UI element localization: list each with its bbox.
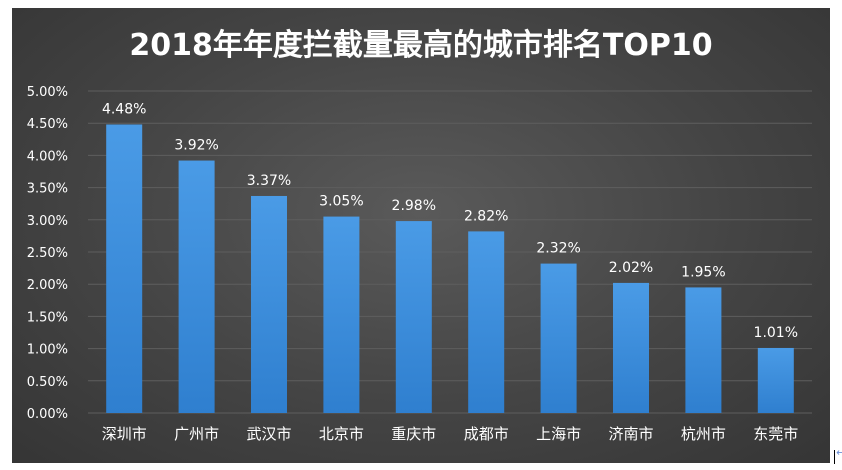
y-tick-label: 0.50% xyxy=(27,375,68,390)
data-label: 2.82% xyxy=(464,208,508,224)
y-tick-label: 2.50% xyxy=(27,246,68,261)
y-tick-label: 2.00% xyxy=(27,278,68,293)
x-tick-label: 武汉市 xyxy=(246,425,291,443)
data-label: 3.05% xyxy=(319,194,363,210)
bars xyxy=(106,124,794,413)
y-tick-label: 1.50% xyxy=(27,310,68,325)
bar xyxy=(251,195,287,413)
data-label: 2.98% xyxy=(392,198,436,214)
bar xyxy=(323,216,360,413)
data-labels: 4.48% 3.92% 3.37% 3.05% 2.98% 2.82% 2.32% 2.02%… xyxy=(102,101,798,340)
bar xyxy=(757,347,794,413)
y-axis-ticks: 0.00% 0.50% 1.00% 1.50% 2.00% 2.50% 3.00% 3.50%… xyxy=(27,85,68,422)
data-label: 3.92% xyxy=(174,138,218,154)
data-label: 1.01% xyxy=(754,325,798,341)
data-label: 3.37% xyxy=(247,173,291,189)
x-tick-label: 上海市 xyxy=(536,425,581,443)
data-label: 2.02% xyxy=(609,260,653,276)
data-label: 2.32% xyxy=(536,241,580,257)
x-axis-ticks: 深圳市 广州市 武汉市 北京市 重庆市 成都市 上海市 济南市 杭州市 东莞市 xyxy=(102,425,799,443)
y-tick-label: 4.00% xyxy=(27,149,68,164)
y-tick-label: 1.00% xyxy=(27,343,68,358)
x-tick-label: 济南市 xyxy=(608,425,653,443)
bar xyxy=(468,231,505,413)
data-label: 4.48% xyxy=(102,101,146,117)
bar xyxy=(685,287,722,413)
x-tick-label: 东莞市 xyxy=(753,425,798,443)
x-tick-label: 深圳市 xyxy=(102,425,147,443)
chart-title: 2018年年度拦截量最高的城市排名TOP10 xyxy=(129,28,713,63)
bar xyxy=(395,221,432,413)
return-mark-icon: ↵ xyxy=(836,446,842,459)
y-tick-label: 3.50% xyxy=(27,182,68,197)
data-label: 1.95% xyxy=(681,264,725,280)
bar-chart: 0.00% 0.50% 1.00% 1.50% 2.00% 2.50% 3.00% 3.50%… xyxy=(27,85,812,443)
x-tick-label: 杭州市 xyxy=(681,425,726,443)
y-tick-label: 4.50% xyxy=(27,117,68,132)
text-cursor xyxy=(834,450,835,464)
x-tick-label: 重庆市 xyxy=(391,425,436,443)
bar xyxy=(540,263,577,413)
x-tick-label: 广州市 xyxy=(174,425,219,443)
bar xyxy=(613,282,649,413)
x-tick-label: 北京市 xyxy=(319,425,364,443)
chart-panel: 2018年年度拦截量最高的城市排名TOP10 0.00% 0.50% 1.00% 1.… xyxy=(12,8,830,463)
y-tick-label: 5.00% xyxy=(27,85,68,100)
y-tick-label: 3.00% xyxy=(27,214,68,229)
x-tick-label: 成都市 xyxy=(464,425,509,443)
bar xyxy=(106,124,143,413)
bar xyxy=(178,160,215,413)
y-tick-label: 0.00% xyxy=(27,407,68,422)
